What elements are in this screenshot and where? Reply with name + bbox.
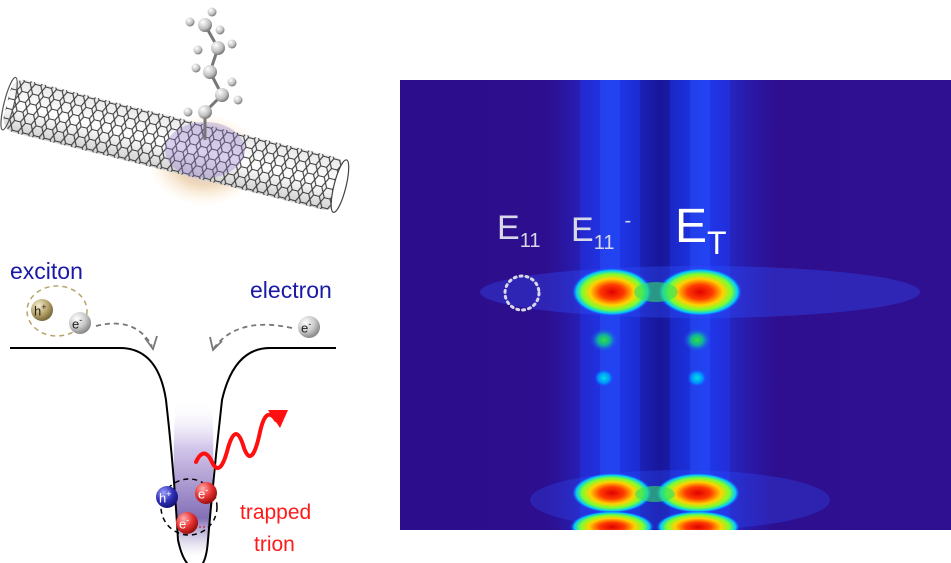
map-label-e11-minus: E11- <box>571 210 632 254</box>
exciton-capture-arrow <box>95 322 153 347</box>
carbon-nanotube <box>0 76 350 213</box>
trion-label: trion <box>254 533 295 556</box>
trion-electron-2 <box>176 512 198 534</box>
free-electron <box>298 316 320 338</box>
exciton-hole <box>31 299 53 321</box>
exciton-electron <box>69 312 91 334</box>
peak-e11minus-lower <box>572 473 652 513</box>
functional-group-molecule <box>183 7 243 140</box>
trapped-label: trapped <box>240 501 312 524</box>
peak-e11minus-upper <box>572 268 652 316</box>
exciton-hole-label: h+ <box>34 302 47 319</box>
map-label-e11: E11 <box>497 209 541 252</box>
pl-map <box>400 80 951 530</box>
nanotube-illustration <box>0 7 350 213</box>
trion-electron-1-label: e- <box>198 485 209 502</box>
potential-well-curve <box>10 347 336 563</box>
free-electron-label: e- <box>301 319 312 336</box>
photon-arrowhead <box>268 410 288 428</box>
trion-electron-2-label: e- <box>179 515 190 532</box>
trap-potential-diagram <box>10 285 336 563</box>
exciton-electron-label: e- <box>72 315 83 332</box>
trion-orbit <box>160 478 218 536</box>
peak-et-upper <box>658 268 742 316</box>
exciton-orbit <box>26 285 88 337</box>
trion-hole-label: h+ <box>159 489 172 506</box>
trion-hole <box>156 486 178 508</box>
trion-electron-1 <box>195 482 217 504</box>
emitted-photon-wave <box>194 412 278 470</box>
exciton-label: exciton <box>10 258 83 284</box>
electron-capture-arrow <box>213 323 293 349</box>
peak-et-lower <box>656 473 740 513</box>
e11-absent-marker <box>503 274 541 312</box>
electron-label: electron <box>250 277 332 303</box>
map-label-et: ET <box>675 200 727 261</box>
